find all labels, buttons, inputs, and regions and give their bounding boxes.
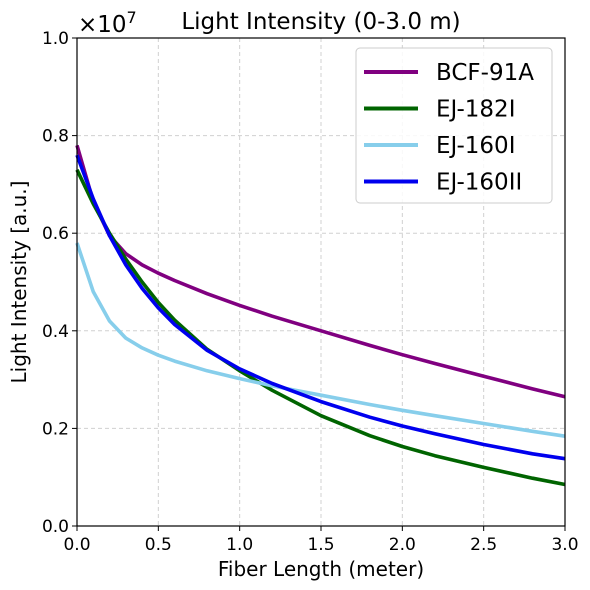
series-lines	[75, 144, 566, 487]
y-tick-label: 0.6	[42, 224, 69, 244]
legend-label: EJ-160II	[436, 170, 522, 196]
offset-text: ×107	[78, 8, 137, 38]
x-tick-label: 1.0	[226, 535, 253, 555]
legend-label: EJ-182I	[436, 97, 515, 123]
x-tick-label: 2.5	[470, 535, 497, 555]
y-tick-label: 0.8	[42, 127, 69, 147]
legend-box	[355, 47, 553, 204]
x-tick-label: 3.0	[551, 535, 578, 555]
x-tick-label: 1.5	[307, 535, 334, 555]
x-tick-label: 0.5	[145, 535, 172, 555]
y-tick-label: 0.0	[42, 517, 69, 537]
chart-title: Light Intensity (0-3.0 m)	[181, 9, 460, 35]
y-tick-label: 1.0	[42, 29, 69, 49]
axis-ticks: 0.0 0.5 1.0 1.5 2.0 2.5 3.0 0.0 0.2 0.4 0.6 0.8 1.0	[42, 29, 579, 555]
y-tick-label: 0.2	[42, 419, 69, 439]
legend-label: EJ-160I	[436, 133, 515, 159]
y-axis-label: Light Intensity [a.u.]	[7, 181, 31, 384]
offset-base: ×10	[78, 12, 127, 38]
x-tick-label: 0.0	[63, 535, 90, 555]
series-line-ej-160ii	[75, 154, 566, 461]
y-tick-label: 0.4	[42, 322, 69, 342]
legend-label: BCF-91A	[436, 60, 534, 86]
x-tick-label: 2.0	[389, 535, 416, 555]
legend: BCF-91A EJ-182I EJ-160I EJ-160II	[355, 47, 553, 204]
x-axis-label: Fiber Length (meter)	[218, 557, 424, 581]
series-line-ej-160i	[75, 242, 566, 438]
offset-exponent: 7	[127, 8, 137, 27]
